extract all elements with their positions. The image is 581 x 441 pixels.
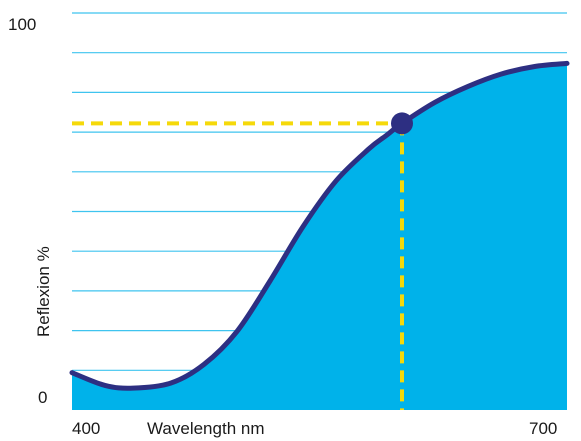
highlight-point (391, 112, 413, 135)
y-tick-100: 100 (8, 15, 36, 34)
x-axis-label: Wavelength nm (147, 419, 264, 438)
reflectance-curve (69, 60, 570, 391)
x-tick-400: 400 (72, 419, 100, 438)
y-axis-label: Reflexion % (34, 246, 53, 337)
x-tick-700: 700 (529, 419, 557, 438)
reflectance-area (72, 63, 567, 411)
y-tick-0: 0 (38, 388, 47, 407)
